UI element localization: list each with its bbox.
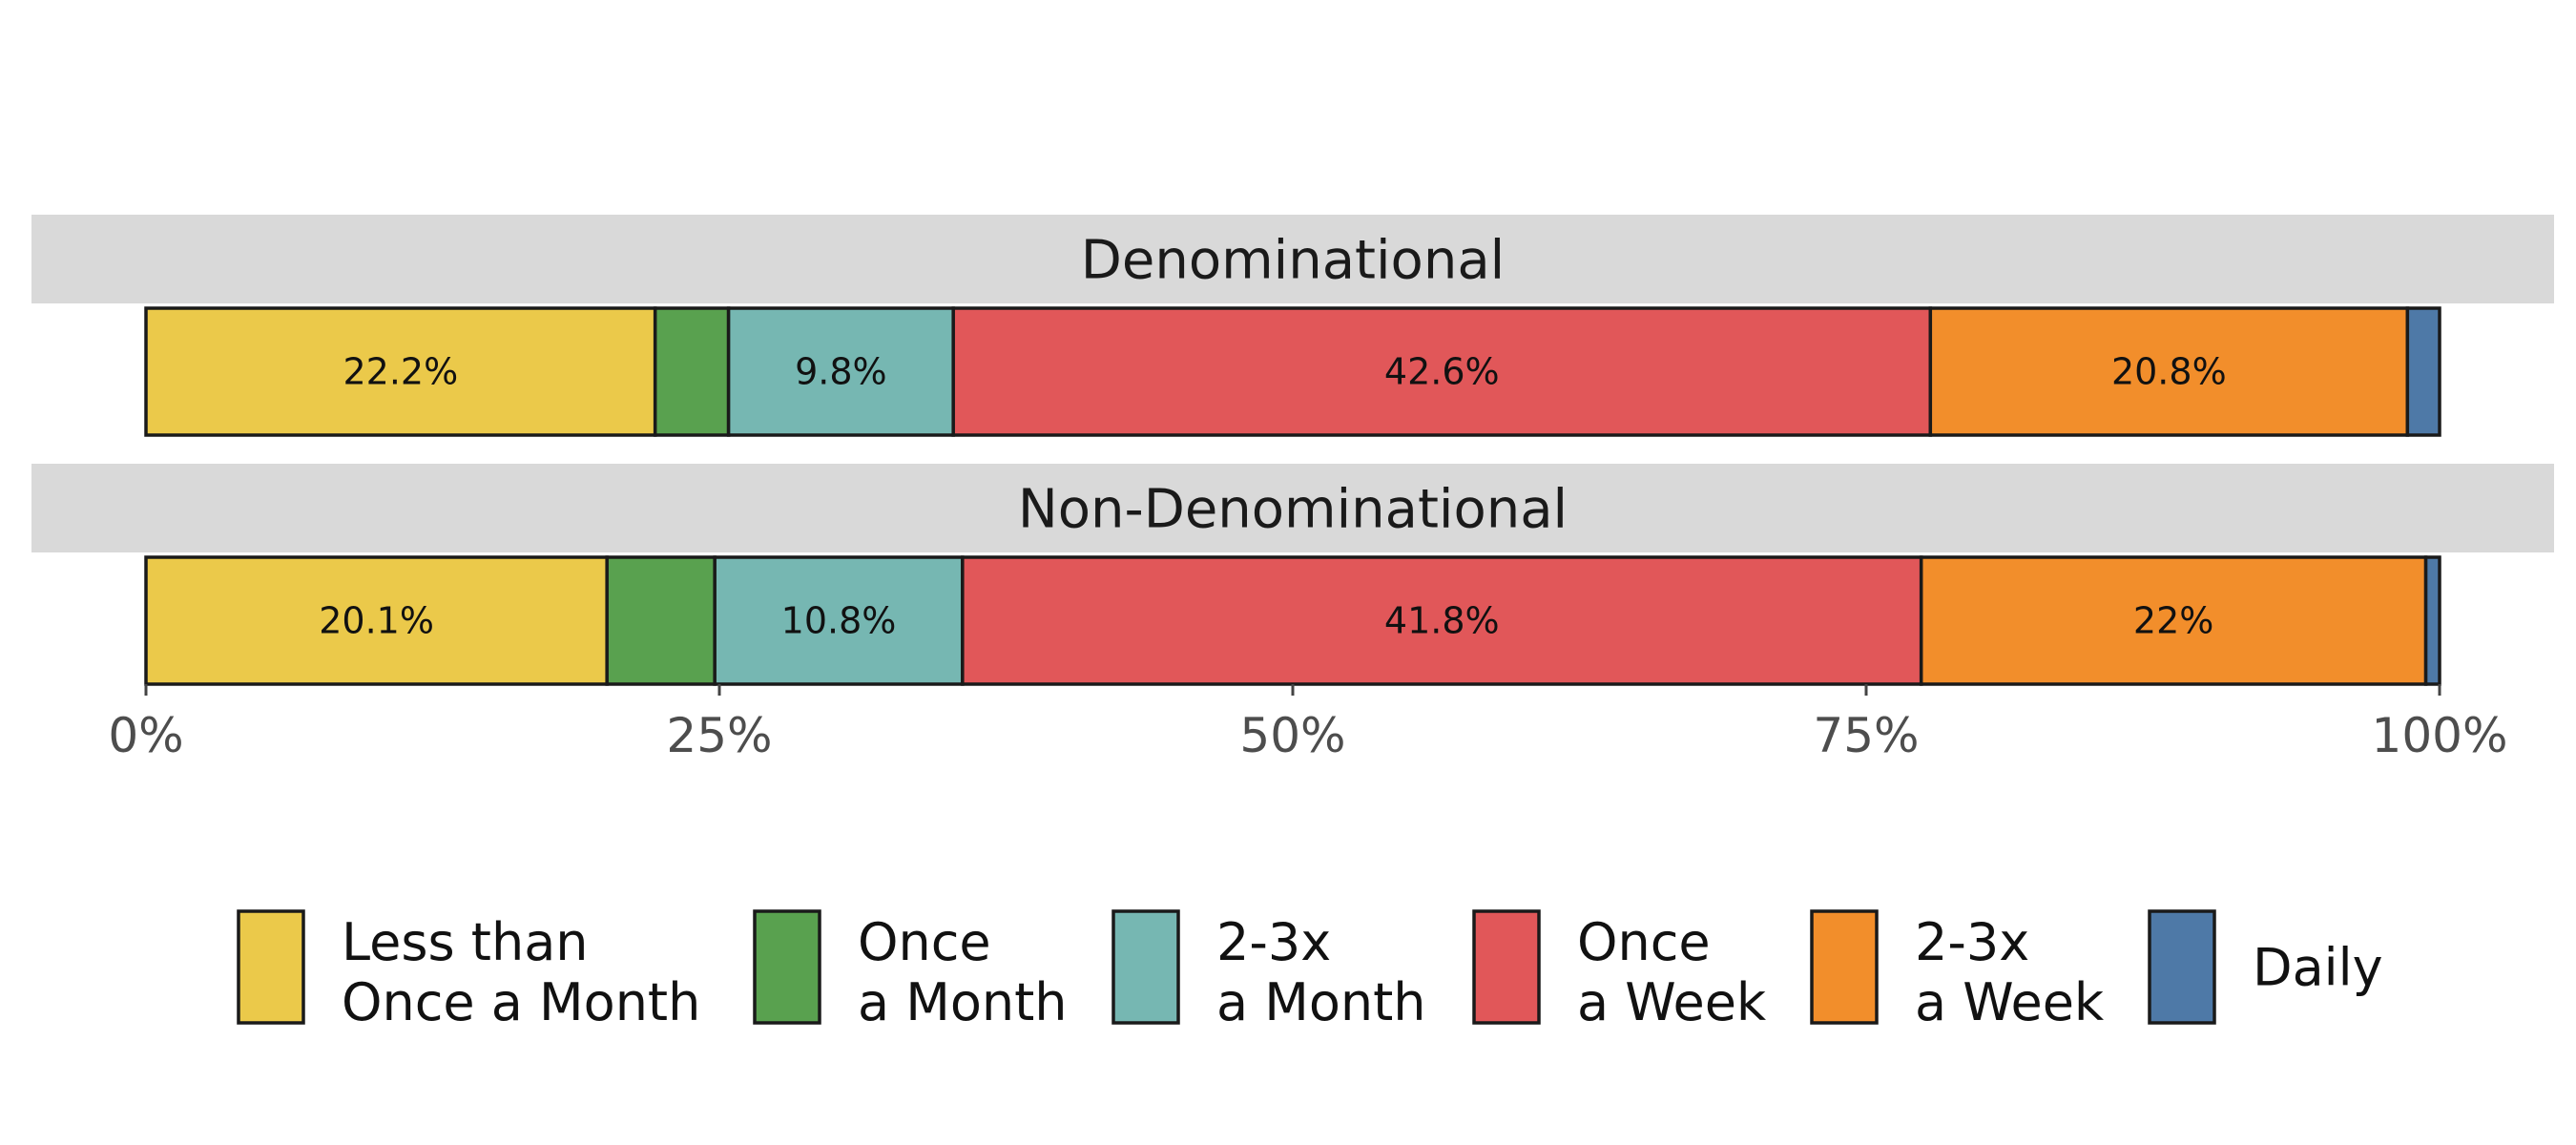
legend-key — [1111, 909, 1180, 1025]
legend-key — [1810, 909, 1879, 1025]
bar-segment — [653, 306, 731, 437]
data-label: 22.2% — [343, 351, 458, 393]
facet-label: Non-Denominational — [1018, 479, 1568, 541]
x-tick-label: 0% — [108, 708, 183, 763]
legend-key — [2148, 909, 2216, 1025]
legend-key — [753, 909, 821, 1025]
legend-label: a Month — [1216, 972, 1426, 1032]
facet-panels: Denominational 22.2% 9.8% 42.6% 20.8% Non-Den… — [31, 215, 2554, 686]
legend-key — [1472, 909, 1541, 1025]
bar-segment — [726, 306, 955, 437]
bar-segment — [144, 306, 657, 437]
bar-segment — [2423, 555, 2441, 686]
x-tick-label: 100% — [2372, 708, 2508, 763]
bar-segment — [144, 555, 609, 686]
legend-label: Once — [1577, 912, 1711, 972]
data-label: 22% — [2133, 600, 2213, 642]
legend-label: 2-3x — [1216, 912, 1331, 972]
data-label: 20.1% — [319, 600, 434, 642]
bar-segment — [951, 306, 1933, 437]
legend-item: Daily — [2148, 909, 2383, 1025]
facet-non-denominational: Non-Denominational 20.1% 10.8% 41.8% 22% — [31, 464, 2554, 686]
legend-label: Less than — [342, 912, 589, 972]
legend-label: a Week — [1915, 972, 2105, 1032]
data-label: 9.8% — [795, 351, 887, 393]
data-label: 10.8% — [781, 600, 897, 642]
legend-label: 2-3x — [1915, 912, 2029, 972]
legend-key — [237, 909, 305, 1025]
bar-segment — [2405, 306, 2441, 437]
bar-segment — [605, 555, 717, 686]
x-tick-label: 75% — [1813, 708, 1919, 763]
legend-label: Daily — [2253, 938, 2383, 998]
x-tick-label: 25% — [666, 708, 772, 763]
x-axis: 0% 25% 50% 75% 100% — [108, 684, 2507, 763]
facet-strip — [31, 215, 2554, 303]
x-tick-label: 50% — [1239, 708, 1345, 763]
legend-label: Once a Month — [342, 972, 700, 1032]
bar-segment — [713, 555, 965, 686]
data-label: 42.6% — [1384, 351, 1500, 393]
data-label: 20.8% — [2111, 351, 2227, 393]
bar-segment — [1919, 555, 2428, 686]
legend-label: a Week — [1577, 972, 1767, 1032]
facet-denominational: Denominational 22.2% 9.8% 42.6% 20.8% — [31, 215, 2554, 437]
facet-label: Denominational — [1081, 230, 1505, 292]
bar-segment — [1928, 306, 2410, 437]
data-label: 41.8% — [1384, 600, 1500, 642]
legend-item: 2-3xa Month — [1111, 909, 1426, 1032]
facet-strip — [31, 464, 2554, 552]
bar-segment — [961, 555, 1923, 686]
legend-label: Once — [858, 912, 991, 972]
legend-label: a Month — [858, 972, 1068, 1032]
legend-item: 2-3xa Week — [1810, 909, 2105, 1032]
